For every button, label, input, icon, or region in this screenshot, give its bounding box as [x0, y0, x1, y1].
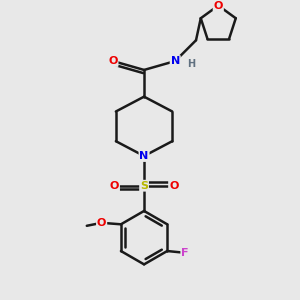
Text: N: N [140, 151, 149, 161]
Text: F: F [181, 248, 189, 257]
Text: H: H [188, 59, 196, 69]
Text: O: O [108, 56, 118, 66]
Text: O: O [169, 181, 178, 191]
Text: O: O [214, 1, 223, 10]
Text: O: O [110, 181, 119, 191]
Text: N: N [171, 56, 180, 66]
Text: O: O [97, 218, 106, 228]
Text: S: S [140, 181, 148, 191]
